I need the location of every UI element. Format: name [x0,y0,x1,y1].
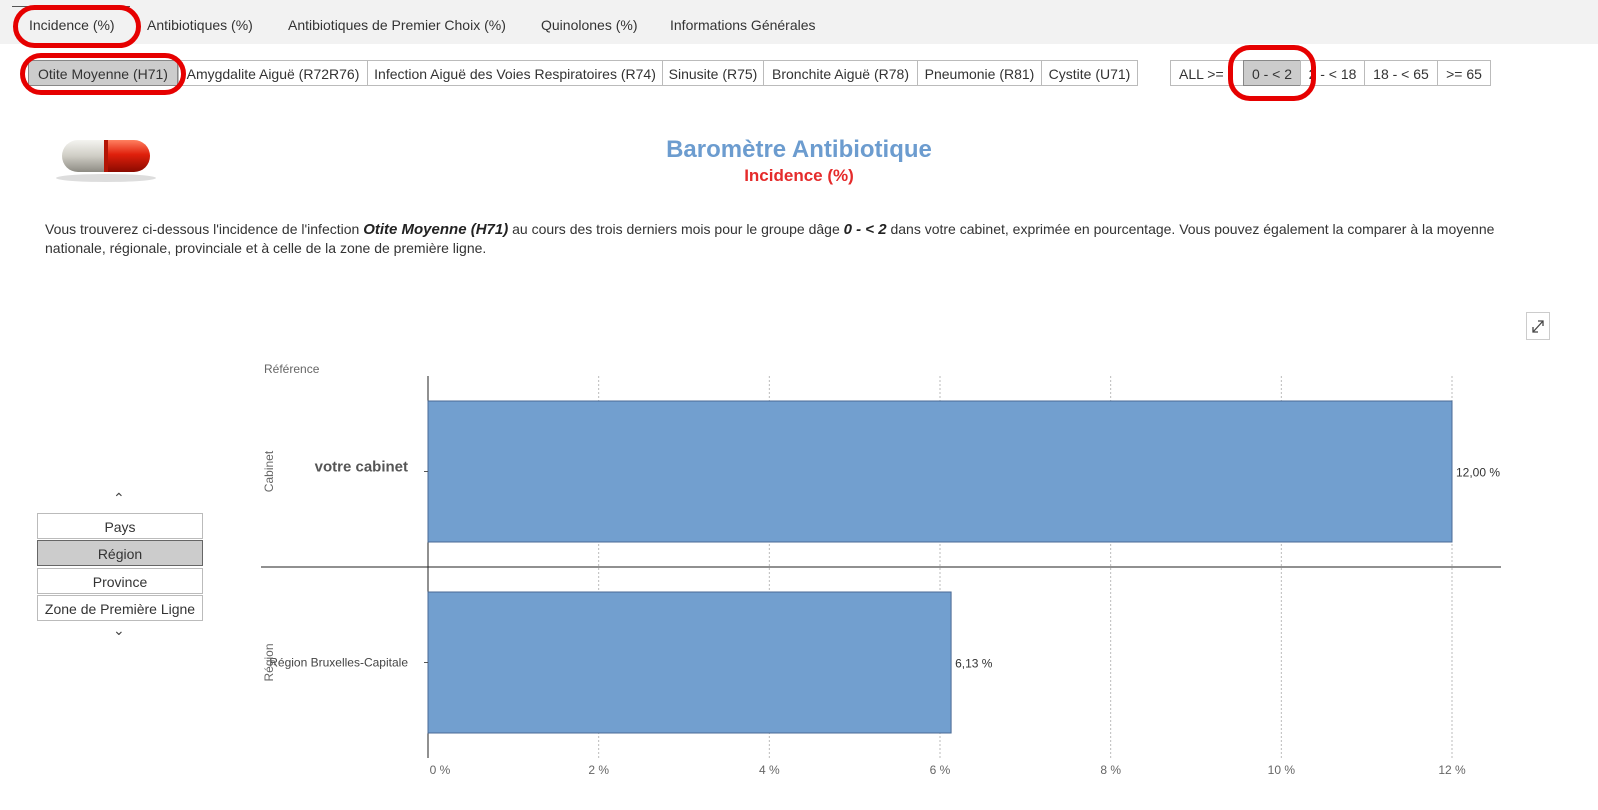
age-65-plus[interactable]: >= 65 [1437,60,1491,86]
condition-infection-voies-respiratoires[interactable]: Infection Aiguë des Voies Respiratoires … [367,60,663,86]
y-category-label: Région Bruxelles-Capitale [269,656,408,670]
group-label: Cabinet [262,450,276,492]
filter-region[interactable]: Région [37,540,203,566]
bar-value-label: 6,13 % [955,657,993,671]
tab-quinolones[interactable]: Quinolones (%) [541,17,638,33]
description-part3: dans votre cabinet, exprimée en pourcent… [45,221,1495,256]
bar-value-label: 12,00 % [1456,466,1500,480]
x-tick-label: 6 % [930,763,951,777]
tab-informations-generales[interactable]: Informations Générales [670,17,816,33]
description-infection: Otite Moyenne (H71) [363,221,509,238]
page-title: Baromètre Antibiotique [666,136,932,163]
age-2-18[interactable]: 2 - < 18 [1300,60,1365,86]
age-0-2[interactable]: 0 - < 2 [1243,60,1301,86]
condition-sinusite[interactable]: Sinusite (R75) [662,60,764,86]
y-category-label: votre cabinet [315,459,408,476]
page-subtitle: Incidence (%) [744,166,854,185]
group-label: Région [262,643,276,681]
x-tick-label: 8 % [1100,763,1121,777]
filter-province[interactable]: Province [37,568,203,594]
x-tick-label: 10 % [1268,763,1296,777]
age-18-65[interactable]: 18 - < 65 [1364,60,1438,86]
chart-bar [427,591,952,734]
x-tick-label: 12 % [1438,763,1466,777]
condition-pneumonie[interactable]: Pneumonie (R81) [917,60,1042,86]
condition-cystite[interactable]: Cystite (U71) [1041,60,1138,86]
description-part2: au cours des trois derniers mois pour le… [508,221,844,237]
condition-amygdalite[interactable]: Amygdalite Aiguë (R72R76) [178,60,368,86]
top-tab-bar [0,0,1598,44]
chart-legend-title: Référence [264,362,320,376]
tab-antibiotiques-premier-choix[interactable]: Antibiotiques de Premier Choix (%) [288,17,506,33]
expand-button[interactable] [1526,312,1550,340]
x-tick-label: 0 % [430,763,451,777]
x-tick-label: 4 % [759,763,780,777]
description-text: Vous trouverez ci-dessous l'incidence de… [45,220,1555,258]
tab-antibiotiques[interactable]: Antibiotiques (%) [147,17,253,33]
filter-zone-premiere-ligne[interactable]: Zone de Première Ligne [37,595,203,621]
chart-bar [427,400,1453,543]
filter-pays[interactable]: Pays [37,513,203,539]
pill-logo [56,140,156,182]
filter-scroll-down-icon[interactable]: ⌄ [113,622,125,638]
description-age: 0 - < 2 [843,221,887,238]
expand-icon [1532,320,1544,333]
tab-incidence[interactable]: Incidence (%) [29,17,115,33]
condition-otite-moyenne[interactable]: Otite Moyenne (H71) [28,60,178,86]
condition-bronchite[interactable]: Bronchite Aiguë (R78) [763,60,918,86]
description-part1: Vous trouverez ci-dessous l'incidence de… [45,221,364,237]
filter-scroll-up-icon[interactable]: ⌃ [113,490,125,506]
x-tick-label: 2 % [588,763,609,777]
